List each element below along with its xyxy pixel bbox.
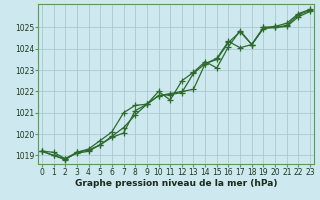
X-axis label: Graphe pression niveau de la mer (hPa): Graphe pression niveau de la mer (hPa) xyxy=(75,179,277,188)
